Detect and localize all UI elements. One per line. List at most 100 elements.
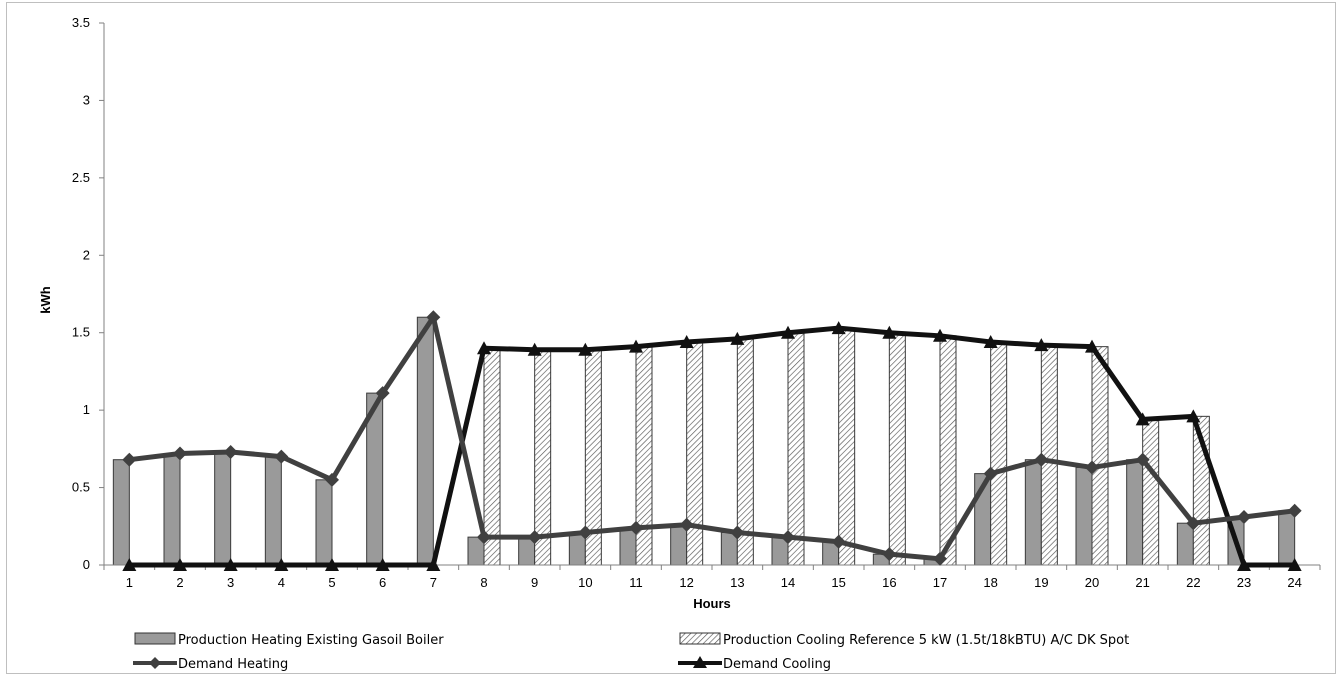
demand-heating-point [730,525,745,540]
bar-cooling [990,341,1008,566]
demand-heating-point [831,534,846,549]
bar-cooling [787,332,805,566]
legend-label-cooling-bar: Production Cooling Reference 5 kW (1.5t/… [723,633,1129,648]
y-tick-label: 2.5 [72,170,90,185]
x-tick-label: 13 [730,575,744,590]
demand-cooling-point [983,335,998,349]
demand-heating-point [122,452,137,467]
demand-heating-point [426,310,441,325]
bar-heating [1126,459,1144,566]
x-tick-label: 12 [679,575,693,590]
x-axis-title: Hours [693,596,731,611]
demand-cooling-point [1287,558,1302,571]
x-tick-label: 8 [480,575,487,590]
demand-heating-point [527,530,542,545]
demand-cooling-point [477,341,491,355]
y-axis-title: kWh [38,286,53,314]
bar-cooling [888,332,906,566]
demand-cooling-point [274,558,289,571]
demand-cooling-point [325,558,339,571]
demand-cooling-point [223,558,238,571]
demand-cooling-point [173,558,187,571]
x-tick-label: 9 [531,575,538,590]
lines-layer [122,310,1302,571]
x-tick-labels: 1 2 3 4 5 6 7 8 9 10 11 12 13 14 15 16 17 18 19 20 21 22 23 24 [126,575,1302,590]
bar-heating [112,459,130,566]
y-tick-label: 0 [83,557,90,572]
demand-heating-point [983,466,998,481]
x-tick-label: 17 [933,575,947,590]
demand-cooling-point [679,335,694,349]
demand-heating-point [375,386,390,401]
bar-heating [568,531,586,566]
legend-item-demand-heating: Demand Heating [133,657,288,672]
x-tick-label: 11 [629,575,643,590]
bar-cooling [838,327,856,566]
x-tick-label: 19 [1034,575,1048,590]
bar-cooling [1142,418,1160,566]
demand-cooling-point [578,342,593,356]
legend-label-heating-bar: Production Heating Existing Gasoil Boile… [178,633,444,648]
bar-cooling [686,341,704,566]
demand-cooling-point [375,558,390,571]
bar-heating [1176,522,1194,566]
y-tick-label: 1.5 [72,325,90,340]
x-tick-label: 21 [1135,575,1149,590]
demand-cooling-point [122,558,137,571]
y-tick-label: 0.5 [72,480,90,495]
y-tick-label: 3.5 [72,15,90,30]
demand-cooling-line [129,325,1295,568]
x-tick-label: 23 [1237,575,1251,590]
demand-cooling-point [426,558,441,571]
y-tick-labels: 0 0.5 1 1.5 2 2.5 3 3.5 [72,15,90,572]
bar-heating [619,527,637,566]
bar-cooling [1040,344,1058,566]
demand-heating-point [325,472,339,487]
legend-label-demand-cooling: Demand Cooling [723,657,831,672]
demand-cooling-point [781,325,795,339]
demand-cooling-point [1186,409,1201,423]
demand-heating-point [1186,516,1201,531]
x-tick-label: 7 [430,575,437,590]
demand-cooling-point [1034,338,1049,352]
x-tick-label: 22 [1186,575,1200,590]
bar-heating [264,456,282,566]
x-tick-label: 6 [379,575,386,590]
legend-item-demand-cooling: Demand Cooling [678,656,831,672]
x-tick-label: 4 [278,575,285,590]
x-tick-label: 15 [831,575,845,590]
demand-heating-point [274,449,289,464]
legend-marker-triangle [693,656,707,668]
demand-heating-point [578,525,593,540]
legend-item-cooling-bar: Production Cooling Reference 5 kW (1.5t/… [679,632,1129,648]
bar-heating [670,524,688,566]
bar-heating [1075,466,1093,566]
demand-heating-point [629,520,643,535]
x-tick-label: 1 [126,575,133,590]
bars-layer [112,316,1296,566]
demand-heating-point [173,446,187,461]
bar-cooling [939,335,957,566]
bar-heating [214,451,232,566]
demand-heating-point [477,530,491,545]
x-tick-label: 10 [578,575,592,590]
demand-heating-point [1034,452,1049,467]
legend-marker-diamond [149,657,161,669]
demand-heating-point [882,547,897,562]
demand-heating-point [933,551,947,566]
demand-cooling-point [831,321,846,335]
bar-heating [1024,459,1042,566]
bar-cooling [483,347,501,566]
x-tick-label: 14 [781,575,795,590]
demand-heating-point [1085,460,1099,475]
demand-heating-point [1287,503,1302,518]
demand-heating-point [679,517,694,532]
legend-swatch-heating-bar [134,632,176,645]
demand-cooling-point [527,342,542,356]
y-tick-label: 1 [83,402,90,417]
demand-heating-point [223,444,238,459]
bar-heating [720,531,738,566]
x-tick-label: 2 [176,575,183,590]
demand-cooling-point [1085,339,1099,353]
